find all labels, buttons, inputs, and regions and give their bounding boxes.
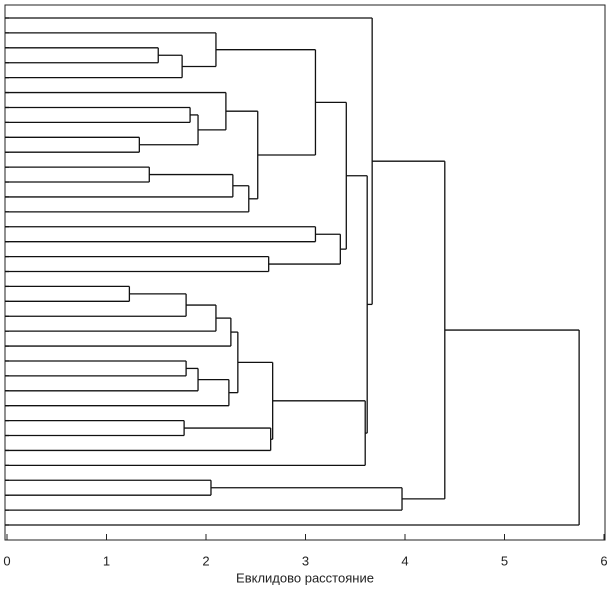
x-tick-label: 6 <box>600 553 607 568</box>
x-tick-label: 5 <box>501 553 508 568</box>
x-tick-label: 4 <box>401 553 408 568</box>
x-tick-label: 1 <box>103 553 110 568</box>
x-tick-label: 2 <box>202 553 209 568</box>
x-tick-label: 0 <box>3 553 10 568</box>
x-axis-label: Евклидово расстояние <box>236 570 374 585</box>
dendrogram <box>5 17 580 526</box>
x-tick-label: 3 <box>302 553 309 568</box>
plot-frame <box>4 4 606 541</box>
